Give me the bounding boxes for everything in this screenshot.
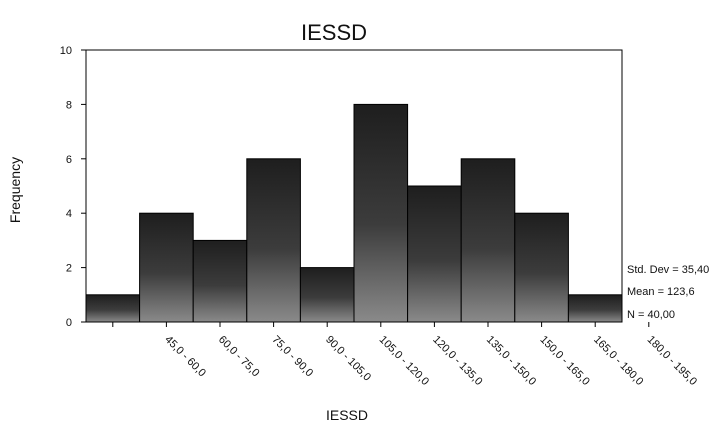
- x-tick-label: 105,0 - 120,0: [377, 334, 431, 388]
- x-tick-label: 150,0 - 165,0: [537, 334, 591, 388]
- stat-std-dev: Std. Dev = 35,40: [627, 264, 709, 276]
- histogram-bar: [246, 158, 301, 323]
- stat-mean: Mean = 123,6: [627, 286, 695, 298]
- x-tick-label: 165,0 - 180,0: [591, 334, 645, 388]
- histogram-bar: [192, 239, 248, 323]
- x-axis: 45,0 - 60,0 60,0 - 75,0 75,0 - 90,0 90,0 - …: [112, 322, 699, 388]
- histogram-bar: [407, 185, 462, 323]
- y-tick-label: 0: [66, 317, 72, 329]
- y-axis: 0 2 4 6 8 10: [60, 45, 86, 329]
- x-axis-label: IESSD: [326, 407, 368, 423]
- x-tick-label: 120,0 - 135,0: [430, 334, 484, 388]
- y-tick-label: 2: [66, 263, 72, 275]
- stat-n: N = 40,00: [627, 309, 675, 321]
- chart-title: IESSD: [301, 20, 367, 45]
- y-tick-label: 6: [66, 154, 72, 166]
- histogram-bar: [353, 103, 409, 323]
- histogram-bar: [139, 212, 194, 323]
- y-tick-label: 4: [66, 208, 72, 220]
- histogram-bar: [514, 212, 569, 323]
- x-tick-label: 60,0 - 75,0: [216, 334, 262, 380]
- bars-group: [85, 103, 623, 323]
- x-tick-label: 45,0 - 60,0: [162, 334, 208, 380]
- histogram-bar: [460, 158, 516, 323]
- x-tick-label: 135,0 - 150,0: [484, 334, 538, 388]
- histogram-bar: [85, 294, 141, 323]
- y-tick-label: 10: [60, 45, 72, 57]
- x-tick-label: 75,0 - 90,0: [269, 334, 315, 380]
- histogram-bar: [567, 294, 623, 323]
- x-tick-label: 180,0 - 195,0: [645, 334, 699, 388]
- x-tick-label: 90,0 - 105,0: [323, 334, 373, 384]
- y-tick-label: 8: [66, 99, 72, 111]
- histogram-bar: [299, 267, 355, 323]
- y-axis-label: Frequency: [7, 157, 23, 223]
